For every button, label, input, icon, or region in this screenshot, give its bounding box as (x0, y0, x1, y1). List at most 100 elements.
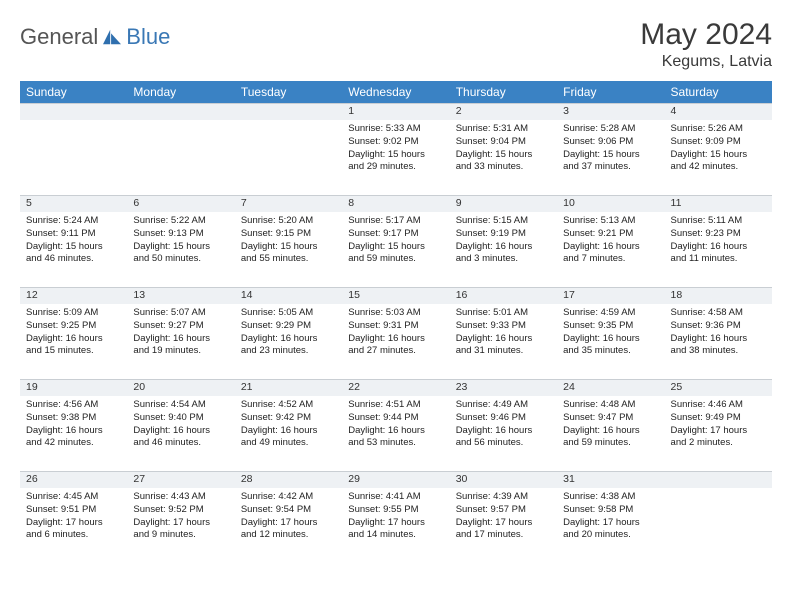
sunrise-text: Sunrise: 5:11 AM (671, 215, 766, 228)
day-number: 12 (20, 288, 127, 305)
day-cell: Sunrise: 4:41 AMSunset: 9:55 PMDaylight:… (342, 488, 449, 563)
daylight-text: and 19 minutes. (133, 345, 228, 358)
day-cell: Sunrise: 4:56 AMSunset: 9:38 PMDaylight:… (20, 396, 127, 472)
sunset-text: Sunset: 9:54 PM (241, 504, 336, 517)
day-number: 5 (20, 196, 127, 213)
daylight-text: Daylight: 16 hours (456, 333, 551, 346)
daylight-text: Daylight: 16 hours (671, 241, 766, 254)
sunrise-text: Sunrise: 5:07 AM (133, 307, 228, 320)
week-content-row: Sunrise: 5:24 AMSunset: 9:11 PMDaylight:… (20, 212, 772, 288)
day-number: 25 (665, 380, 772, 397)
day-number: 30 (450, 472, 557, 489)
logo-sail-icon (101, 28, 123, 46)
day-cell: Sunrise: 5:05 AMSunset: 9:29 PMDaylight:… (235, 304, 342, 380)
sunset-text: Sunset: 9:42 PM (241, 412, 336, 425)
sunset-text: Sunset: 9:57 PM (456, 504, 551, 517)
header: General Blue May 2024 Kegums, Latvia (20, 18, 772, 71)
day-cell: Sunrise: 4:49 AMSunset: 9:46 PMDaylight:… (450, 396, 557, 472)
daylight-text: Daylight: 16 hours (26, 425, 121, 438)
day-number (20, 104, 127, 121)
sunset-text: Sunset: 9:06 PM (563, 136, 658, 149)
sunrise-text: Sunrise: 5:31 AM (456, 123, 551, 136)
sunrise-text: Sunrise: 4:52 AM (241, 399, 336, 412)
daylight-text: Daylight: 16 hours (671, 333, 766, 346)
week-number-row: 262728293031 (20, 472, 772, 489)
daylight-text: Daylight: 16 hours (348, 425, 443, 438)
daylight-text: Daylight: 16 hours (241, 333, 336, 346)
daylight-text: and 3 minutes. (456, 253, 551, 266)
sunset-text: Sunset: 9:58 PM (563, 504, 658, 517)
sunset-text: Sunset: 9:15 PM (241, 228, 336, 241)
day-number: 4 (665, 104, 772, 121)
calendar-body: 1234Sunrise: 5:33 AMSunset: 9:02 PMDayli… (20, 104, 772, 564)
week-number-row: 12131415161718 (20, 288, 772, 305)
day-cell: Sunrise: 4:51 AMSunset: 9:44 PMDaylight:… (342, 396, 449, 472)
sunrise-text: Sunrise: 5:33 AM (348, 123, 443, 136)
sunrise-text: Sunrise: 5:01 AM (456, 307, 551, 320)
day-number: 10 (557, 196, 664, 213)
day-number: 1 (342, 104, 449, 121)
daylight-text: Daylight: 16 hours (563, 333, 658, 346)
sunrise-text: Sunrise: 4:46 AM (671, 399, 766, 412)
day-number: 11 (665, 196, 772, 213)
week-content-row: Sunrise: 4:56 AMSunset: 9:38 PMDaylight:… (20, 396, 772, 472)
sunset-text: Sunset: 9:31 PM (348, 320, 443, 333)
sunrise-text: Sunrise: 4:39 AM (456, 491, 551, 504)
day-cell: Sunrise: 5:09 AMSunset: 9:25 PMDaylight:… (20, 304, 127, 380)
sunset-text: Sunset: 9:04 PM (456, 136, 551, 149)
day-cell: Sunrise: 4:42 AMSunset: 9:54 PMDaylight:… (235, 488, 342, 563)
sunset-text: Sunset: 9:36 PM (671, 320, 766, 333)
day-number: 19 (20, 380, 127, 397)
day-cell: Sunrise: 5:20 AMSunset: 9:15 PMDaylight:… (235, 212, 342, 288)
daylight-text: and 38 minutes. (671, 345, 766, 358)
day-number: 6 (127, 196, 234, 213)
daylight-text: and 29 minutes. (348, 161, 443, 174)
sunset-text: Sunset: 9:25 PM (26, 320, 121, 333)
sunset-text: Sunset: 9:47 PM (563, 412, 658, 425)
sunrise-text: Sunrise: 4:54 AM (133, 399, 228, 412)
day-cell (235, 120, 342, 196)
sunrise-text: Sunrise: 4:41 AM (348, 491, 443, 504)
sunrise-text: Sunrise: 5:24 AM (26, 215, 121, 228)
weekday-monday: Monday (127, 81, 234, 104)
weekday-header-row: Sunday Monday Tuesday Wednesday Thursday… (20, 81, 772, 104)
sunset-text: Sunset: 9:17 PM (348, 228, 443, 241)
daylight-text: Daylight: 17 hours (671, 425, 766, 438)
sunset-text: Sunset: 9:33 PM (456, 320, 551, 333)
week-number-row: 567891011 (20, 196, 772, 213)
daylight-text: and 17 minutes. (456, 529, 551, 542)
daylight-text: Daylight: 15 hours (671, 149, 766, 162)
day-cell: Sunrise: 5:11 AMSunset: 9:23 PMDaylight:… (665, 212, 772, 288)
daylight-text: and 12 minutes. (241, 529, 336, 542)
daylight-text: and 2 minutes. (671, 437, 766, 450)
daylight-text: Daylight: 16 hours (133, 425, 228, 438)
day-cell: Sunrise: 4:38 AMSunset: 9:58 PMDaylight:… (557, 488, 664, 563)
sunrise-text: Sunrise: 4:43 AM (133, 491, 228, 504)
day-cell: Sunrise: 4:46 AMSunset: 9:49 PMDaylight:… (665, 396, 772, 472)
daylight-text: Daylight: 15 hours (348, 149, 443, 162)
day-cell (665, 488, 772, 563)
month-title: May 2024 (640, 18, 772, 52)
sunrise-text: Sunrise: 4:56 AM (26, 399, 121, 412)
daylight-text: Daylight: 15 hours (241, 241, 336, 254)
day-cell (20, 120, 127, 196)
daylight-text: Daylight: 16 hours (241, 425, 336, 438)
sunrise-text: Sunrise: 5:20 AM (241, 215, 336, 228)
weekday-thursday: Thursday (450, 81, 557, 104)
day-cell: Sunrise: 5:31 AMSunset: 9:04 PMDaylight:… (450, 120, 557, 196)
daylight-text: Daylight: 15 hours (348, 241, 443, 254)
day-number: 2 (450, 104, 557, 121)
weekday-tuesday: Tuesday (235, 81, 342, 104)
sunrise-text: Sunrise: 4:49 AM (456, 399, 551, 412)
sunset-text: Sunset: 9:51 PM (26, 504, 121, 517)
sunrise-text: Sunrise: 4:51 AM (348, 399, 443, 412)
title-block: May 2024 Kegums, Latvia (640, 18, 772, 71)
day-cell: Sunrise: 4:43 AMSunset: 9:52 PMDaylight:… (127, 488, 234, 563)
day-cell: Sunrise: 5:24 AMSunset: 9:11 PMDaylight:… (20, 212, 127, 288)
day-cell: Sunrise: 5:33 AMSunset: 9:02 PMDaylight:… (342, 120, 449, 196)
sunset-text: Sunset: 9:35 PM (563, 320, 658, 333)
daylight-text: and 9 minutes. (133, 529, 228, 542)
day-cell: Sunrise: 4:59 AMSunset: 9:35 PMDaylight:… (557, 304, 664, 380)
sunset-text: Sunset: 9:02 PM (348, 136, 443, 149)
calendar-page: General Blue May 2024 Kegums, Latvia Sun… (0, 0, 792, 573)
